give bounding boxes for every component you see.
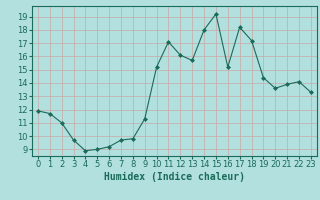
X-axis label: Humidex (Indice chaleur): Humidex (Indice chaleur) (104, 172, 245, 182)
